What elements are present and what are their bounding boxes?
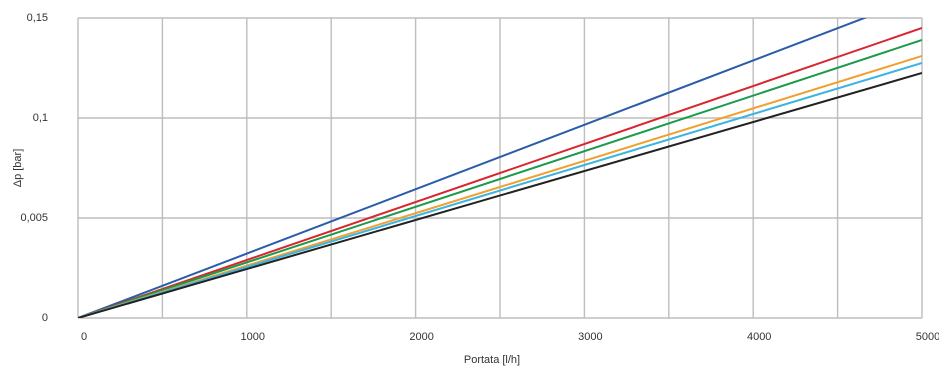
y-tick-label: 0 (42, 312, 48, 324)
y-tick-label: 0,005 (20, 212, 48, 224)
x-tick-label: 3000 (578, 331, 602, 343)
y-tick-label: 0,15 (27, 12, 48, 24)
series-line (78, 55, 922, 318)
series-line (78, 39, 922, 318)
x-tick-label: 1000 (241, 331, 265, 343)
series-line (78, 62, 922, 318)
x-tick-label: 5000 (916, 331, 939, 343)
y-tick-label: 0,1 (33, 112, 48, 124)
series-line (78, 27, 922, 318)
x-tick-label: 4000 (747, 331, 771, 343)
x-tick-label: 0 (81, 331, 87, 343)
y-axis-label: Δp [bar] (12, 149, 24, 188)
series-line (78, 72, 922, 318)
x-tick-label: 2000 (409, 331, 433, 343)
series-line (78, 18, 868, 318)
x-axis-label: Portata [l/h] (464, 354, 520, 366)
